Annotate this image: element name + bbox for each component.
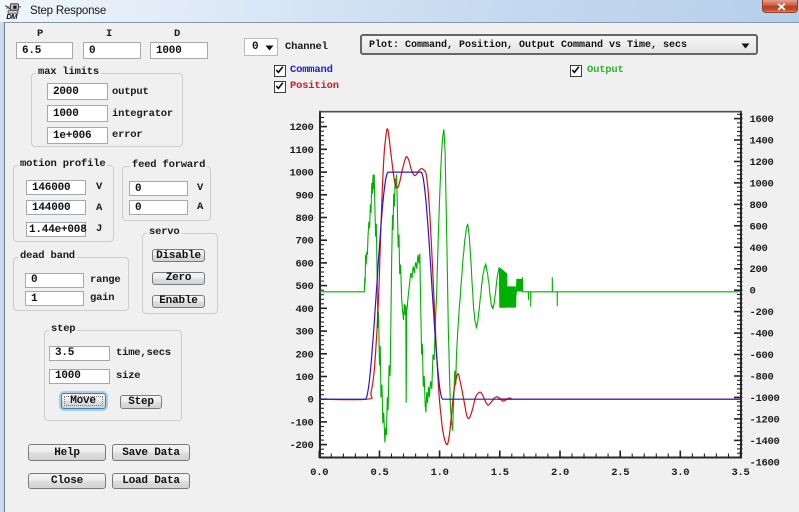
svg-text:600: 600 xyxy=(295,258,313,270)
svg-text:0: 0 xyxy=(307,395,313,407)
svg-text:1200: 1200 xyxy=(750,157,774,169)
svg-text:1000: 1000 xyxy=(289,168,313,180)
svg-text:-100: -100 xyxy=(289,417,313,429)
svg-text:500: 500 xyxy=(295,281,313,293)
svg-text:-200: -200 xyxy=(289,440,313,452)
svg-text:800: 800 xyxy=(750,200,768,212)
svg-text:-1600: -1600 xyxy=(750,457,780,469)
svg-text:1600: 1600 xyxy=(750,114,774,126)
svg-text:1200: 1200 xyxy=(289,122,313,134)
svg-text:600: 600 xyxy=(750,221,768,233)
svg-text:100: 100 xyxy=(295,372,313,384)
svg-text:700: 700 xyxy=(295,236,313,248)
svg-text:1000: 1000 xyxy=(750,178,774,190)
svg-text:400: 400 xyxy=(295,304,313,316)
svg-text:900: 900 xyxy=(295,190,313,202)
svg-text:0.5: 0.5 xyxy=(370,467,388,479)
svg-text:0: 0 xyxy=(750,286,756,298)
svg-text:1.5: 1.5 xyxy=(491,467,509,479)
svg-text:2.5: 2.5 xyxy=(611,467,629,479)
svg-text:3.0: 3.0 xyxy=(671,467,689,479)
svg-text:1400: 1400 xyxy=(750,136,774,148)
svg-text:200: 200 xyxy=(750,264,768,276)
svg-text:-400: -400 xyxy=(750,329,774,341)
svg-text:-1400: -1400 xyxy=(750,436,780,448)
svg-text:2.0: 2.0 xyxy=(551,467,569,479)
svg-text:-800: -800 xyxy=(750,372,774,384)
svg-text:-600: -600 xyxy=(750,350,774,362)
svg-text:1.0: 1.0 xyxy=(431,467,449,479)
svg-text:-1000: -1000 xyxy=(750,393,780,405)
svg-text:DM: DM xyxy=(6,12,18,20)
svg-text:300: 300 xyxy=(295,327,313,339)
svg-text:0.0: 0.0 xyxy=(310,467,328,479)
svg-text:-1200: -1200 xyxy=(750,414,780,426)
svg-text:200: 200 xyxy=(295,349,313,361)
svg-text:1100: 1100 xyxy=(289,145,313,157)
svg-text:3.5: 3.5 xyxy=(731,467,749,479)
svg-text:-200: -200 xyxy=(750,307,774,319)
svg-text:400: 400 xyxy=(750,243,768,255)
svg-text:800: 800 xyxy=(295,213,313,225)
